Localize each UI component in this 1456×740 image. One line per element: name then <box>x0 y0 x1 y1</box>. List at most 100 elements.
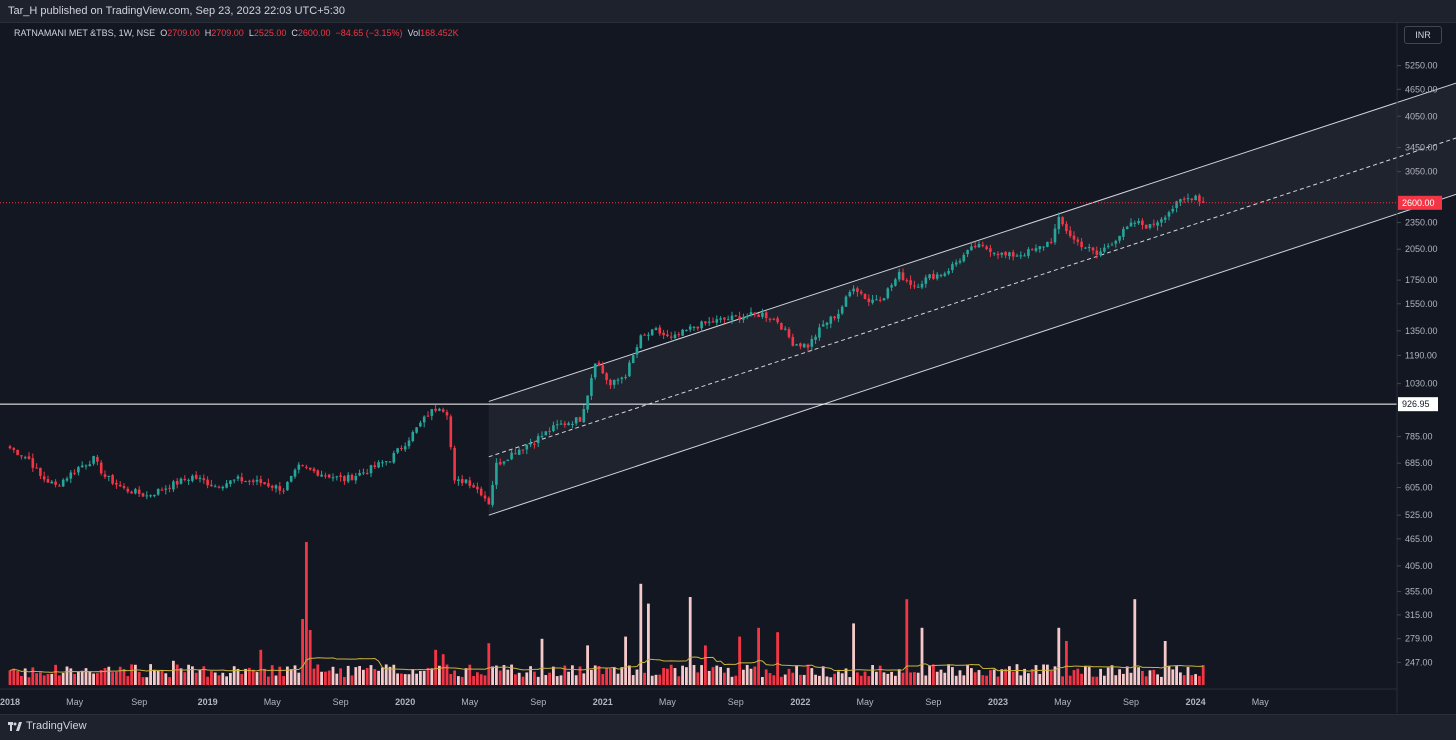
currency-button[interactable]: INR <box>1404 26 1442 44</box>
candle-body <box>35 467 38 469</box>
candle-body <box>225 483 228 488</box>
candle-body <box>533 443 536 445</box>
candle-body <box>457 479 460 482</box>
volume-bar <box>487 643 491 685</box>
volume-bar <box>1103 675 1106 685</box>
tradingview-brand[interactable]: TradingView <box>8 720 87 732</box>
volume-bar <box>745 664 749 685</box>
volume-bar <box>77 671 80 685</box>
volume-bar <box>871 665 874 685</box>
volume-bar <box>620 667 624 685</box>
volume-bar <box>666 668 669 685</box>
candle-body <box>985 246 988 250</box>
price-tick-label: 1550.00 <box>1405 299 1438 309</box>
volume-bar <box>977 670 981 685</box>
volume-bar <box>966 664 969 685</box>
volume-bar <box>308 630 312 685</box>
volume-bar <box>464 668 468 685</box>
candle-body <box>403 446 407 450</box>
volume-bar <box>331 666 335 685</box>
candle-body <box>88 464 92 467</box>
candle-body <box>327 474 331 478</box>
volume-bar <box>16 670 19 685</box>
volume-bar <box>715 665 719 685</box>
volume-bar <box>688 597 692 685</box>
candle-body <box>354 475 358 481</box>
volume-bar <box>818 675 821 685</box>
candle-body <box>476 486 479 490</box>
volume-bar <box>571 665 574 685</box>
volume-bar <box>973 672 977 685</box>
candle-body <box>1008 252 1011 257</box>
volume-bar <box>1099 668 1102 685</box>
candlestick-chart[interactable]: 926.95 2600.00 5250.00 4650.00 4050.00 3450… <box>0 23 1456 713</box>
candle-body <box>780 323 783 330</box>
candle-body <box>229 480 232 484</box>
candle-body <box>643 334 646 336</box>
candle-body <box>590 378 593 396</box>
candle-body <box>612 379 616 385</box>
candle-body <box>407 440 411 447</box>
volume-bar <box>498 670 502 685</box>
price-axis[interactable]: 5250.00 4650.00 4050.00 3450.00 3050.00 2350.… <box>1396 23 1438 713</box>
time-tick-label: 2019 <box>198 697 218 707</box>
volume-bar <box>510 664 513 685</box>
volume-bar <box>700 665 703 685</box>
candle-body <box>552 425 555 432</box>
volume-bar <box>631 675 635 685</box>
volume-bar <box>1122 673 1125 685</box>
legend-high-label: H <box>204 28 212 38</box>
candle-body <box>943 273 947 276</box>
volume-bar <box>434 649 437 685</box>
time-tick-label: Sep <box>131 697 147 707</box>
candle-body <box>69 472 73 479</box>
volume-bar <box>1084 665 1087 685</box>
price-tick-label: 3450.00 <box>1405 143 1438 153</box>
candle-body <box>1049 241 1053 243</box>
candle-body <box>996 253 1000 256</box>
candle-body <box>696 326 700 329</box>
candle-body <box>783 328 787 330</box>
candle-body <box>324 475 327 477</box>
volume-bar <box>1011 671 1015 685</box>
volume-bar <box>628 665 631 685</box>
candle-body <box>605 373 608 381</box>
candle-body <box>1156 222 1159 226</box>
candle-body <box>989 248 992 253</box>
volume-bar <box>1106 667 1110 685</box>
time-tick-label: May <box>461 697 479 707</box>
volume-bar <box>88 671 92 685</box>
volume-bar <box>514 674 517 685</box>
volume-bar <box>343 676 346 685</box>
candle-body <box>844 296 848 307</box>
horizontal-level-line[interactable]: 926.95 <box>0 397 1438 412</box>
parallel-channel[interactable] <box>488 64 1456 516</box>
volume-bar <box>1053 666 1057 685</box>
candle-body <box>947 270 950 274</box>
candle-body <box>890 285 893 288</box>
volume-bar <box>134 664 137 685</box>
candle-body <box>795 344 798 346</box>
candle-body <box>1198 195 1201 202</box>
volume-bar <box>460 676 464 685</box>
candle-body <box>878 299 882 301</box>
candle-body <box>688 326 692 330</box>
volume-bar <box>156 671 160 685</box>
volume-bar <box>153 669 156 685</box>
volume-bar <box>445 664 449 685</box>
candle-body <box>723 317 726 320</box>
volume-bar <box>559 675 563 685</box>
candle-body <box>1038 246 1042 250</box>
candle-body <box>1171 208 1175 212</box>
chart-pane[interactable]: 926.95 2600.00 5250.00 4650.00 4050.00 3450… <box>0 23 1456 713</box>
candle-body <box>202 478 206 481</box>
volume-bar <box>1065 641 1068 685</box>
candle-body <box>1160 219 1163 223</box>
volume-bar <box>1198 675 1201 685</box>
candle-body <box>168 487 171 489</box>
volume-bar <box>586 645 589 685</box>
candle-body <box>894 279 897 286</box>
time-axis[interactable]: 2018 May Sep 2019 May Sep 2020 May Sep 2021 May Sep… <box>0 688 1397 707</box>
candle-body <box>517 449 521 455</box>
candle-body <box>381 462 384 464</box>
